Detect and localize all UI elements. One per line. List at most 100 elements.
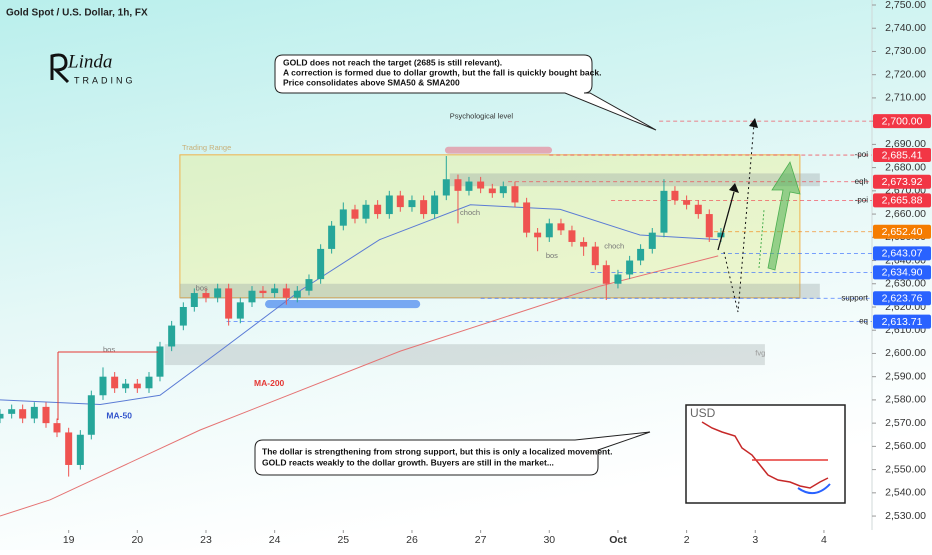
candle-body: [282, 288, 290, 298]
callout-box: [274, 54, 657, 131]
candle-body: [259, 290, 267, 294]
y-tick-label: 2,530.00: [885, 510, 926, 522]
callout-bottom: The dollar is strengthening from strong …: [254, 431, 651, 476]
price-tag: [873, 291, 931, 306]
callout-top: GOLD does not reach the target (2685 is …: [274, 54, 657, 131]
level-note: support: [841, 293, 868, 302]
candle-body: [648, 232, 656, 249]
candle-body: [111, 376, 119, 389]
level-note: eqh: [855, 177, 868, 186]
candle-body: [545, 223, 553, 238]
price-tag: [873, 148, 931, 163]
candle-body: [190, 293, 198, 307]
candle-body: [717, 232, 725, 238]
candle-body: [53, 423, 61, 433]
candle-body: [705, 214, 713, 238]
logo-name: Linda: [67, 51, 112, 72]
candle-body: [374, 204, 382, 215]
y-tick-label: 2,710.00: [885, 92, 926, 104]
annotation: fvg: [755, 348, 765, 357]
candle-body: [602, 265, 610, 284]
arrow-head: [729, 183, 739, 193]
projection-dashed: [723, 123, 755, 313]
annotation: Psychological level: [450, 111, 514, 120]
candle-body: [168, 325, 176, 347]
level-note: eq: [859, 317, 868, 326]
zones: [164, 146, 820, 366]
candle-body: [683, 200, 691, 205]
inset-arc: [797, 483, 831, 495]
candle-body: [626, 260, 634, 275]
x-tick-label: Oct: [609, 534, 627, 546]
candle-body: [0, 413, 4, 419]
x-tick-label: 26: [406, 534, 418, 546]
x-tick-label: 30: [543, 534, 555, 546]
x-tick-label: 23: [200, 534, 212, 546]
y-tick-label: 2,540.00: [885, 487, 926, 499]
candle-body: [122, 383, 130, 389]
candle-body: [8, 409, 16, 414]
callout-text: The dollar is strengthening from strong …: [262, 446, 612, 456]
candle-body: [523, 202, 531, 233]
level-note: -poi: [855, 196, 869, 205]
candle-body: [133, 383, 141, 389]
moving-average: [0, 204, 719, 406]
callout-text: GOLD reacts weakly to the dollar growth.…: [262, 457, 554, 467]
candle-body: [156, 346, 164, 377]
chart-title: Gold Spot / U.S. Dollar, 1h, FX: [6, 8, 148, 19]
candle-body: [19, 409, 27, 419]
candle-body: [660, 190, 668, 233]
y-tick-label: 2,580.00: [885, 394, 926, 406]
price-tag: [873, 114, 931, 129]
price-tag: [873, 174, 931, 189]
y-tick-label: 2,740.00: [885, 22, 926, 34]
price-tag: [873, 246, 931, 261]
candle-body: [328, 225, 336, 249]
candle-body: [351, 209, 359, 219]
zone: [444, 146, 553, 154]
x-tick-label: 24: [269, 534, 281, 546]
price-tag-label: 2,665.88: [882, 195, 923, 207]
candle-body: [179, 306, 187, 326]
candle-body: [408, 200, 416, 208]
logo-sub: TRADING: [74, 75, 136, 85]
candle-body: [477, 181, 485, 189]
zone: [449, 173, 820, 187]
candle-body: [271, 288, 279, 294]
candle-body: [248, 290, 256, 303]
y-tick-label: 2,660.00: [885, 208, 926, 220]
candle-body: [385, 195, 393, 215]
candle-body: [614, 274, 622, 284]
candle-body: [145, 376, 153, 389]
candle-body: [225, 288, 233, 319]
inset: USD: [685, 404, 846, 504]
candle-body: [99, 376, 107, 396]
candle-body: [534, 232, 542, 238]
x-tick-label: 2: [684, 534, 690, 546]
annotation: choch: [460, 208, 480, 217]
candle-body: [431, 195, 439, 215]
candle-body: [557, 223, 565, 231]
y-tick-label: 2,690.00: [885, 138, 926, 150]
candle-body: [76, 434, 84, 465]
projections: [717, 118, 801, 313]
bos-line: [57, 351, 158, 420]
callout-text: GOLD does not reach the target (2685 is …: [283, 57, 502, 67]
plot: Trading Range bos bos bos choch choch MA-50 MA-…: [0, 111, 872, 517]
x-tick-label: 3: [752, 534, 758, 546]
candle-body: [511, 186, 519, 203]
candle-body: [317, 248, 325, 280]
candle-body: [236, 302, 244, 319]
y-tick-label: 2,680.00: [885, 161, 926, 173]
candle-body: [293, 290, 301, 298]
price-tag: [873, 193, 931, 208]
candle-body: [214, 288, 222, 298]
y-tick-label: 2,720.00: [885, 68, 926, 80]
price-tag-label: 2,643.07: [882, 248, 923, 260]
price-tag-label: 2,652.40: [882, 226, 923, 238]
candle-body: [87, 395, 95, 435]
x-tick-label: 25: [337, 534, 349, 546]
candle-body: [499, 186, 507, 194]
zone: [265, 300, 421, 309]
